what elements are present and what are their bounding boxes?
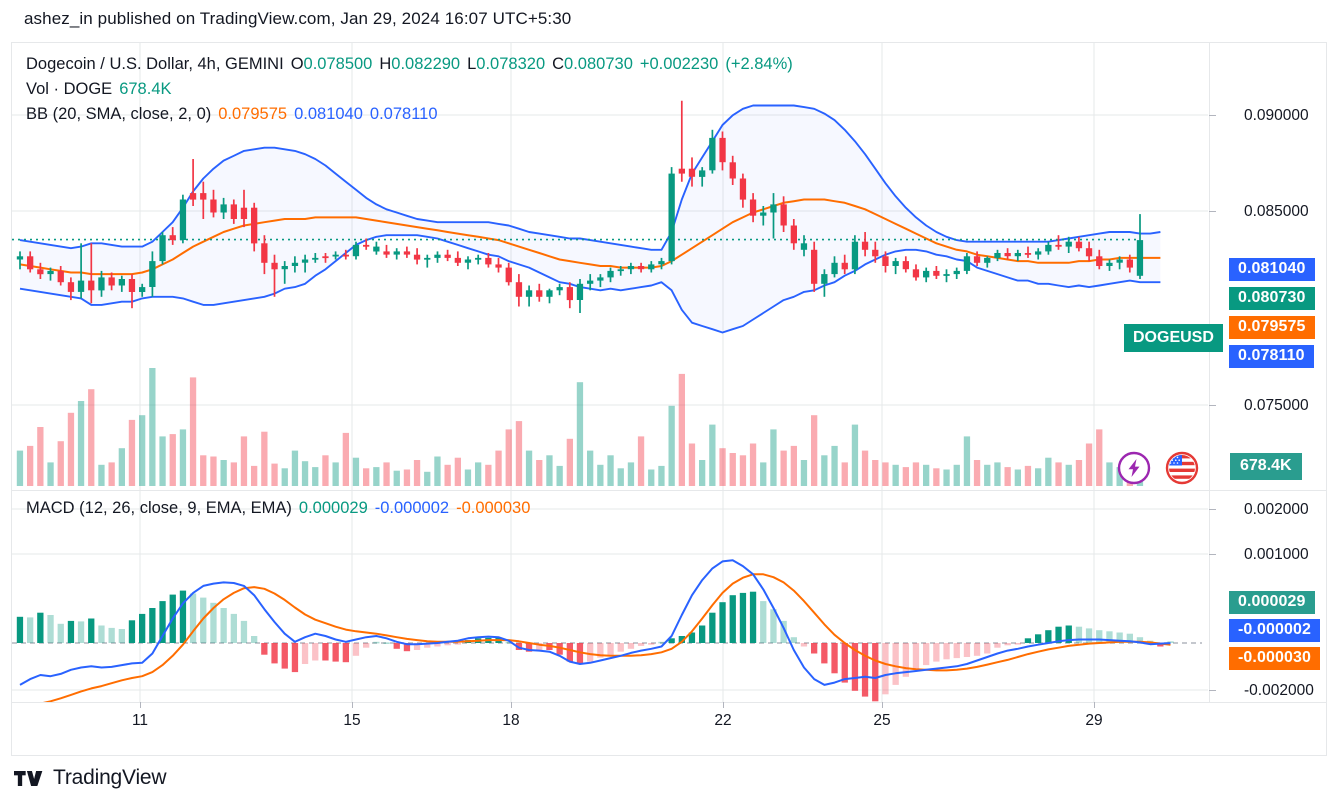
volume-legend-label: Vol · DOGE xyxy=(26,80,113,98)
macd-axis-tick xyxy=(1209,509,1216,510)
bb-basis-price-tag[interactable]: 0.079575 xyxy=(1229,316,1315,339)
time-axis-tick xyxy=(1094,702,1095,708)
macd-line-value: -0.000002 xyxy=(374,499,450,517)
legend-high-key: H xyxy=(379,55,392,73)
bollinger-legend[interactable]: BB (20, SMA, close, 2, 0) 0.079575 0.08104… xyxy=(26,105,438,124)
price-axis-tick xyxy=(1209,211,1216,212)
volume-legend-value: 678.4K xyxy=(119,80,172,98)
legend-change-percent: (+2.84%) xyxy=(725,55,793,73)
time-axis-tick xyxy=(140,702,141,708)
price-axis-tick xyxy=(1209,115,1216,116)
macd-hist-tag[interactable]: 0.000029 xyxy=(1229,591,1315,614)
volume-legend[interactable]: Vol · DOGE 678.4K xyxy=(26,80,172,99)
volume-value-tag[interactable]: 678.4K xyxy=(1230,453,1302,480)
macd-hist-value: 0.000029 xyxy=(298,499,368,517)
time-axis-tick xyxy=(882,702,883,708)
legend-low-value: 0.078320 xyxy=(476,55,546,73)
macd-pane-canvas xyxy=(12,559,1202,702)
legend-high-value: 0.082290 xyxy=(391,55,461,73)
macd-line-tag[interactable]: -0.000002 xyxy=(1229,619,1320,642)
price-axis-divider xyxy=(1209,43,1210,702)
publish-attribution: ashez_in published on TradingView.com, J… xyxy=(24,9,572,28)
price-pane-canvas xyxy=(12,100,1161,486)
price-axis-label-2: 0.075000 xyxy=(1244,397,1309,414)
price-axis-label-1: 0.085000 xyxy=(1244,203,1309,220)
us-flag-icon[interactable] xyxy=(1165,451,1199,490)
time-axis-label: 25 xyxy=(873,712,891,729)
chart-frame: Dogecoin / U.S. Dollar, 4h, GEMINI O0.078… xyxy=(11,42,1327,756)
last-price-tag[interactable]: 0.080730 xyxy=(1229,287,1315,310)
time-axis-tick xyxy=(511,702,512,708)
macd-axis-label-1: 0.001000 xyxy=(1244,546,1309,563)
legend-open-key: O xyxy=(290,55,304,73)
macd-legend-label: MACD (12, 26, close, 9, EMA, EMA) xyxy=(26,499,292,517)
legend-symbol-text: Dogecoin / U.S. Dollar, 4h, GEMINI xyxy=(26,55,284,73)
time-axis-divider xyxy=(12,702,1326,703)
price-axis-label-0: 0.090000 xyxy=(1244,107,1309,124)
legend-close-key: C xyxy=(552,55,565,73)
legend-low-key: L xyxy=(467,55,477,73)
symbol-price-tag[interactable]: DOGEUSD xyxy=(1124,324,1223,352)
pane-divider xyxy=(12,490,1326,491)
legend-open-value: 0.078500 xyxy=(303,55,373,73)
bb-legend-label: BB (20, SMA, close, 2, 0) xyxy=(26,105,212,123)
time-axis-tick xyxy=(352,702,353,708)
macd-signal-value: -0.000030 xyxy=(456,499,531,517)
macd-axis-label-2: -0.002000 xyxy=(1244,682,1314,699)
time-axis-label: 29 xyxy=(1085,712,1103,729)
macd-signal-tag[interactable]: -0.000030 xyxy=(1229,647,1320,670)
legend-close-value: 0.080730 xyxy=(564,55,633,73)
macd-legend[interactable]: MACD (12, 26, close, 9, EMA, EMA) 0.00002… xyxy=(26,499,530,518)
tradingview-logo[interactable]: TradingView xyxy=(14,766,167,790)
time-axis-label: 22 xyxy=(714,712,732,729)
symbol-legend[interactable]: Dogecoin / U.S. Dollar, 4h, GEMINI O0.078… xyxy=(26,55,793,74)
macd-axis-tick xyxy=(1209,554,1216,555)
time-axis-label: 11 xyxy=(131,712,149,729)
time-axis-label: 18 xyxy=(502,712,520,729)
legend-change-value: +0.002230 xyxy=(639,55,719,73)
bb-upper-price-tag[interactable]: 0.081040 xyxy=(1229,258,1315,281)
tradingview-wordmark: TradingView xyxy=(53,766,167,789)
bb-lower-value: 0.078110 xyxy=(369,105,438,123)
flash-icon[interactable] xyxy=(1117,451,1151,490)
chart-gridlines xyxy=(12,43,1208,702)
tradingview-mark-icon xyxy=(14,770,43,786)
price-axis-tick xyxy=(1209,405,1216,406)
macd-axis-tick xyxy=(1209,690,1216,691)
bb-upper-value: 0.081040 xyxy=(294,105,363,123)
time-axis-label: 15 xyxy=(343,712,361,729)
bb-basis-value: 0.079575 xyxy=(218,105,288,123)
macd-axis-label-0: 0.002000 xyxy=(1244,501,1309,518)
bb-lower-price-tag[interactable]: 0.078110 xyxy=(1229,345,1314,368)
time-axis-tick xyxy=(723,702,724,708)
